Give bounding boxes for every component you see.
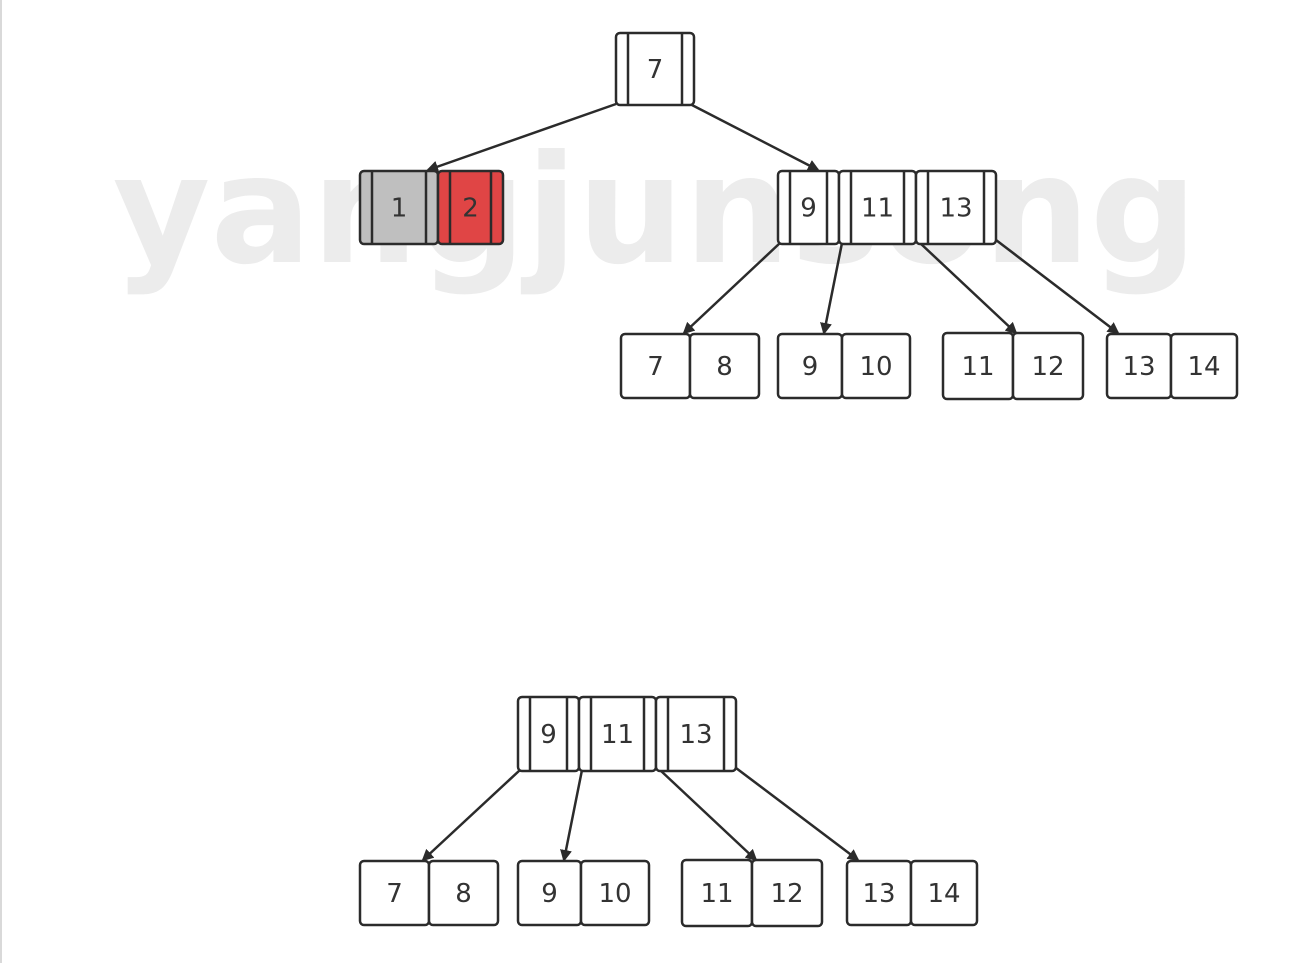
node-tree-before-leaf-13-14: 13 14 [1105,332,1239,400]
key-label: 13 [679,720,712,750]
key-cell-leaf-9-10-10 [840,332,912,400]
key-label: 11 [700,879,733,909]
edge-tree-after-root-to-leaf-9-10 [560,769,584,862]
key-cell-leaf-7-8-8 [427,859,500,927]
key-cell-leaf-13-14-14 [909,859,979,927]
key-label: 13 [862,879,895,909]
edge-tree-after-root-to-leaf-7-8 [421,769,521,862]
edge-tree-after-root-to-leaf-11-12 [659,769,758,862]
key-label: 10 [598,879,631,909]
node-tree-before-root: 7 [614,31,696,107]
edge-tree-before-right-internal-to-leaf-7-8 [682,242,781,335]
node-tree-after-leaf-9-10: 9 10 [516,859,651,927]
key-label: 13 [1122,352,1155,382]
key-label: 12 [770,879,803,909]
edge-tree-before-right-internal-to-leaf-13-14 [995,239,1120,335]
key-label: 14 [1187,352,1220,382]
key-label: 11 [961,352,994,382]
key-cell-right-internal-13 [914,169,998,246]
edge-tree-before-root-to-left-internal [426,102,617,173]
key-cell-leaf-7-8-8 [688,332,761,400]
node-tree-after-root: 9 11 13 [516,695,738,773]
key-cell-root-7 [614,31,696,107]
key-label: 8 [455,879,472,909]
key-label: 9 [800,194,817,224]
key-label: 9 [802,352,819,382]
key-cell-leaf-11-12-12 [750,858,824,928]
node-tree-before-leaf-11-12: 11 12 [941,331,1085,401]
key-label: 7 [386,879,403,909]
key-label: 9 [541,879,558,909]
key-label: 1 [391,194,408,224]
edge-tree-before-right-internal-to-leaf-9-10 [820,242,844,335]
node-tree-after-leaf-11-12: 11 12 [680,858,824,928]
key-label: 7 [647,55,664,85]
key-cell-root-13 [654,695,738,773]
key-label: 8 [716,352,733,382]
key-cell-leaf-13-14-14 [1169,332,1239,400]
key-label: 13 [939,194,972,224]
edges-layer [421,102,1120,862]
key-label: 14 [927,879,960,909]
edge-tree-before-right-internal-to-leaf-11-12 [919,242,1018,335]
key-cell-left-internal-2 [436,169,505,246]
key-label: 10 [859,352,892,382]
key-label: 11 [601,720,634,750]
edge-tree-after-root-to-leaf-13-14 [735,767,860,862]
node-tree-before-leaf-9-10: 9 10 [776,332,912,400]
left-edge-divider [0,0,2,963]
node-tree-before-right-internal: 9 11 13 [776,169,998,246]
key-label: 12 [1031,352,1064,382]
key-label: 11 [861,194,894,224]
nodes-layer: 71 2 9 11 137 8 9 10 11 12 13 149 11 137 8 9 10 11 12 13 14 [358,31,1239,928]
key-label: 2 [462,194,479,224]
key-label: 7 [647,352,664,382]
node-tree-after-leaf-13-14: 13 14 [845,859,979,927]
key-cell-leaf-11-12-12 [1011,331,1085,401]
key-cell-leaf-9-10-10 [579,859,651,927]
edge-tree-before-root-to-right-internal [689,102,820,172]
watermark: yangjunsong [113,124,1198,298]
key-label: 9 [540,720,557,750]
